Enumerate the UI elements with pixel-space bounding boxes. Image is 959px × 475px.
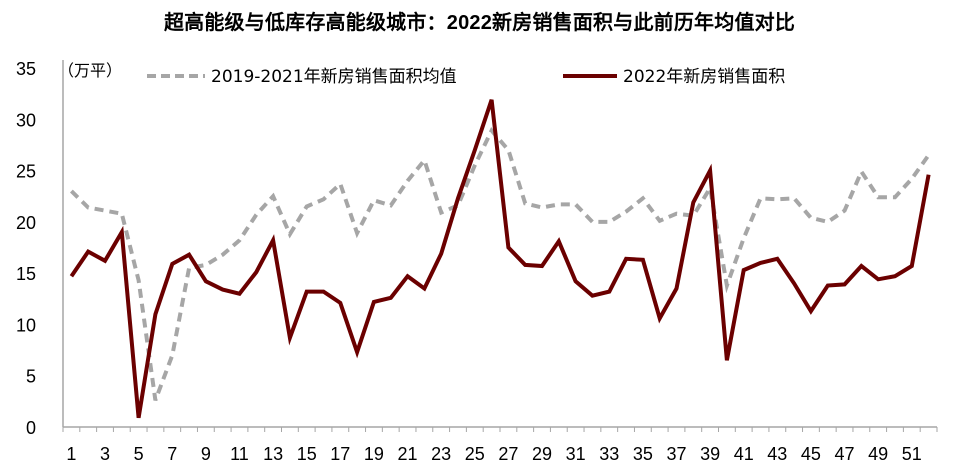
series-line-2022	[69, 99, 931, 419]
x-tick-label: 41	[734, 444, 754, 464]
legend-label-avg: 2019-2021年新房销售面积均值	[211, 67, 457, 87]
x-axis: 1 3 5 7 9 11 13 15 17 19 21 23 25 27 29 31 33 35 37 39 41 43 4…	[62, 426, 938, 464]
x-tick-label: 5	[134, 444, 144, 464]
x-tick-label: 1	[66, 444, 76, 464]
x-tick-label: 25	[465, 444, 485, 464]
y-tick-label: 10	[16, 315, 36, 335]
x-tick-label: 51	[902, 444, 922, 464]
x-tick-label: 49	[868, 444, 888, 464]
y-tick-label: 5	[26, 367, 36, 387]
x-tick-label: 21	[398, 444, 418, 464]
series-lines	[69, 99, 931, 419]
x-tick-label: 45	[801, 444, 821, 464]
chart-title: 超高能级与低库存高能级城市：2022新房销售面积与此前历年均值对比	[163, 12, 796, 34]
x-tick-label: 33	[599, 444, 619, 464]
x-tick-label: 43	[767, 444, 787, 464]
legend-label-2022: 2022年新房销售面积	[623, 67, 785, 87]
y-tick-label: 35	[16, 59, 36, 79]
x-tick-label: 29	[532, 444, 552, 464]
x-tick-label: 19	[364, 444, 384, 464]
x-tick-label: 23	[431, 444, 451, 464]
x-tick-label: 31	[566, 444, 586, 464]
y-tick-label: 20	[16, 213, 36, 233]
y-tick-label: 25	[16, 162, 36, 182]
x-tick-label: 3	[100, 444, 110, 464]
legend: 2019-2021年新房销售面积均值 2022年新房销售面积	[147, 67, 785, 87]
y-axis-unit-label: （万平）	[58, 61, 122, 80]
y-tick-label: 15	[16, 264, 36, 284]
x-tick-label: 11	[230, 444, 249, 464]
y-tick-label: 30	[16, 110, 36, 130]
y-axis: 0 5 10 15 20 25 30 35	[16, 59, 64, 438]
series-line-avg-2019-2021	[70, 126, 931, 402]
x-tick-label: 35	[633, 444, 653, 464]
legend-item-avg: 2019-2021年新房销售面积均值	[147, 67, 457, 87]
x-tick-label: 13	[263, 444, 283, 464]
x-tick-label: 37	[666, 444, 686, 464]
x-tick-label: 7	[167, 444, 177, 464]
x-tick-label: 47	[835, 444, 855, 464]
x-tick-label: 39	[700, 444, 720, 464]
x-tick-label: 15	[297, 444, 317, 464]
legend-item-2022: 2022年新房销售面积	[563, 67, 785, 87]
x-tick-label: 9	[201, 444, 211, 464]
x-tick-label: 17	[330, 444, 350, 464]
x-tick-label: 27	[498, 444, 518, 464]
y-tick-label: 0	[26, 418, 36, 438]
